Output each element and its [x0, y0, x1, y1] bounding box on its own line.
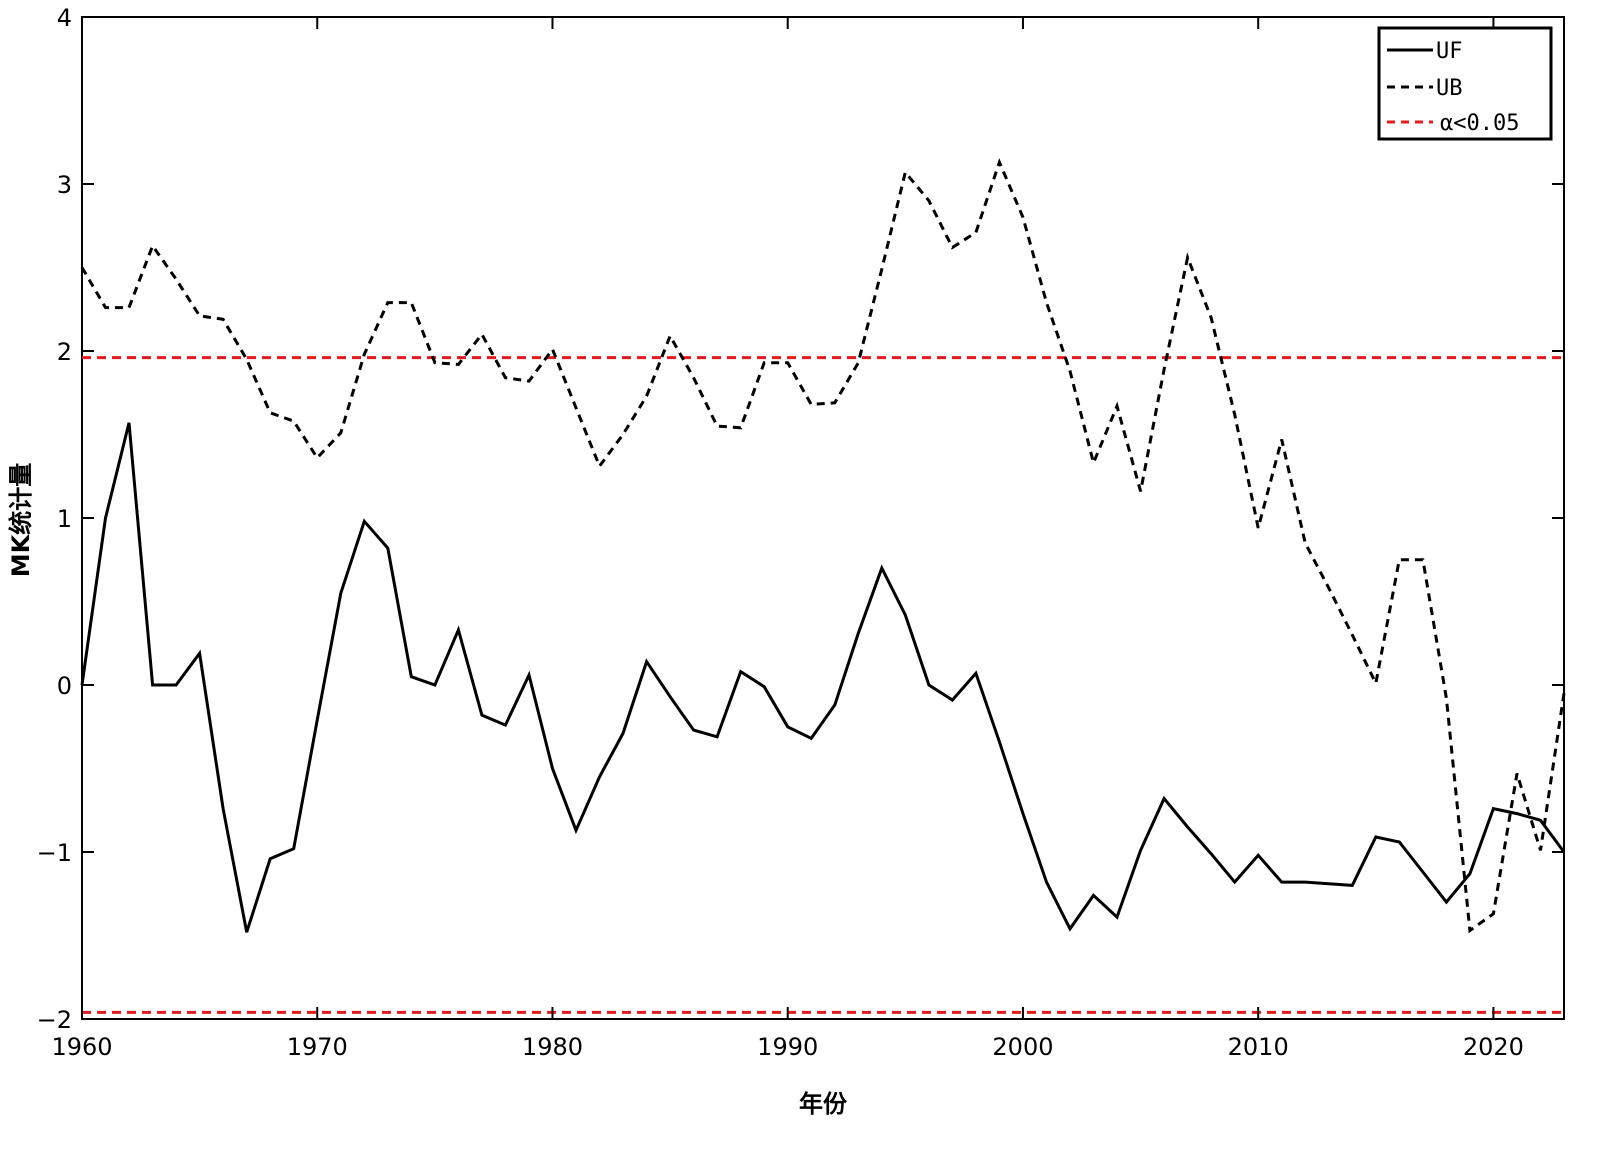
y-tick-label: 1: [57, 505, 72, 533]
legend-alpha-label: α<0.05: [1440, 111, 1519, 136]
legend: UF UB α<0.05: [1377, 26, 1553, 141]
reference-lines: [82, 356, 1564, 1014]
x-tick-labels: 1960 1970 1980 1990 2000 2010 2020: [51, 1033, 1524, 1061]
y-tick-label: 4: [57, 4, 72, 32]
x-tick-label: 2010: [1228, 1033, 1289, 1061]
legend-ub-label: UB: [1436, 76, 1463, 101]
x-tick-label: 1980: [522, 1033, 583, 1061]
series-layer: [80, 158, 1566, 934]
axis-ticks: [81, 16, 1564, 1020]
y-tick-label: 2: [57, 338, 72, 366]
legend-uf-label: UF: [1436, 39, 1463, 64]
x-tick-label: 1960: [51, 1033, 112, 1061]
x-tick-label: 2020: [1463, 1033, 1524, 1061]
y-axis-label: MK统计量: [7, 463, 35, 577]
y-tick-label: 3: [57, 171, 72, 199]
series-line-uf: [80, 422, 1566, 933]
x-tick-label: 2000: [992, 1033, 1053, 1061]
y-tick-labels: −2 −1 0 1 2 3 4: [37, 4, 72, 1034]
y-tick-label: −2: [37, 1006, 72, 1034]
plot-frame: [81, 16, 1565, 1020]
x-tick-label: 1990: [757, 1033, 818, 1061]
y-tick-label: −1: [37, 839, 72, 867]
y-tick-label: 0: [57, 672, 72, 700]
series-line-ub: [80, 158, 1566, 934]
x-axis-label: 年份: [799, 1090, 848, 1118]
x-tick-label: 1970: [287, 1033, 348, 1061]
